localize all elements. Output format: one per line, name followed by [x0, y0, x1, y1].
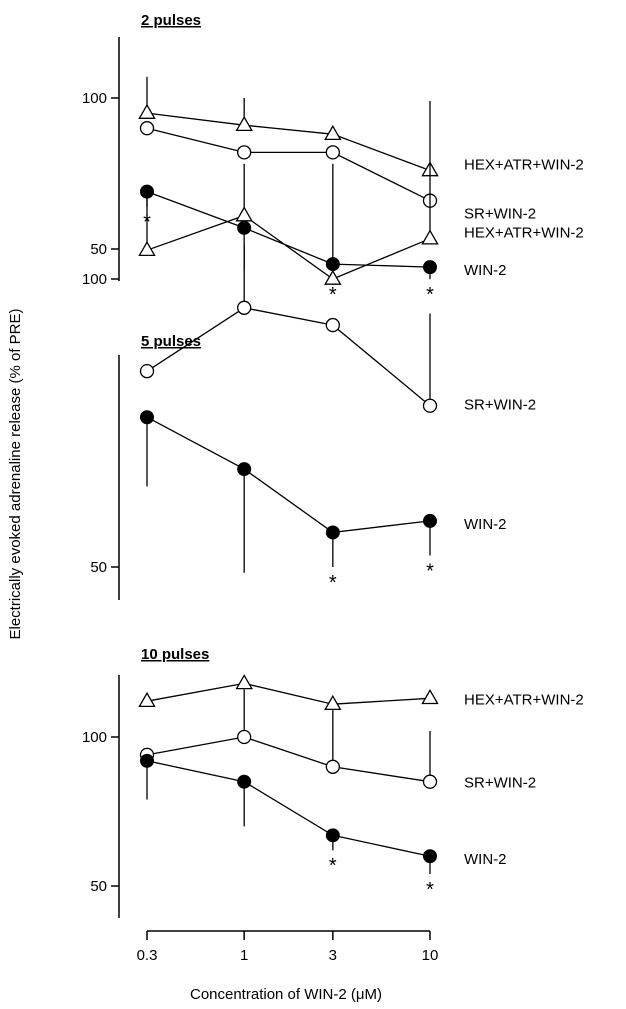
- point-sr-win-2: [325, 759, 340, 774]
- point-win-2: [423, 849, 437, 864]
- series-label: SR+WIN-2: [464, 397, 536, 414]
- y-tick-label: 50: [90, 241, 107, 258]
- series-label: SR+WIN-2: [464, 206, 536, 223]
- series-hex-atr-win-2: HEX+ATR+WIN-2: [138, 76, 584, 177]
- series-hex-atr-win-2: HEX+ATR+WIN-2: [138, 674, 584, 711]
- y-tick-label: 100: [82, 90, 107, 107]
- point-win-2: [325, 525, 340, 540]
- point-hex-atr-win-2: [324, 124, 342, 141]
- point-sr-win-2: [325, 317, 340, 333]
- point-sr-win-2: [237, 145, 252, 160]
- series-label: HEX+ATR+WIN-2: [464, 156, 584, 173]
- panel-title: 2 pulses: [141, 12, 201, 29]
- series-win-2: * * WIN-2: [140, 753, 507, 901]
- series-hex-atr-win-2: HEX+ATR+WIN-2: [138, 163, 584, 285]
- series-label: HEX+ATR+WIN-2: [464, 691, 584, 708]
- point-sr-win-2: [422, 398, 438, 413]
- significance-asterisk: *: [426, 879, 434, 901]
- point-hex-atr-win-2: [324, 269, 342, 285]
- point-sr-win-2: [325, 145, 340, 160]
- series-sr-win-2: SR+WIN-2: [139, 121, 536, 223]
- significance-asterisk: *: [426, 284, 434, 306]
- point-hex-atr-win-2: [235, 206, 253, 222]
- y-axis-label: Electrically evoked adrenaline release (…: [7, 309, 24, 640]
- series-label: WIN-2: [464, 516, 507, 533]
- point-hex-atr-win-2: [421, 688, 439, 705]
- point-win-2: [325, 828, 340, 843]
- significance-asterisk: *: [329, 284, 337, 306]
- x-tick-label: 0.3: [137, 947, 158, 964]
- point-sr-win-2: [422, 774, 438, 789]
- x-tick-label: 3: [329, 947, 337, 964]
- series-label: WIN-2: [464, 851, 507, 868]
- significance-asterisk: *: [329, 572, 337, 594]
- line-win-2: [146, 416, 431, 534]
- x-axis-label: Concentration of WIN-2 (μM): [190, 986, 382, 1003]
- line-win-2: [146, 760, 431, 857]
- series-sr-win-2: SR+WIN-2: [139, 244, 536, 414]
- series-label: HEX+ATR+WIN-2: [464, 225, 584, 242]
- line-sr-win-2: [146, 307, 431, 407]
- y-tick-label: 100: [82, 729, 107, 746]
- y-tick-label: 50: [90, 559, 107, 576]
- series-label: SR+WIN-2: [464, 775, 536, 792]
- point-win-2: [423, 513, 437, 528]
- point-win-2: [140, 410, 154, 425]
- panel-title: 10 pulses: [141, 646, 209, 663]
- y-tick-label: 50: [90, 878, 107, 895]
- point-sr-win-2: [237, 729, 252, 745]
- significance-asterisk: *: [426, 560, 434, 582]
- point-hex-atr-win-2: [324, 694, 342, 711]
- line-sr-win-2: [146, 127, 431, 202]
- point-win-2: [237, 774, 252, 789]
- point-hex-atr-win-2: [235, 674, 253, 690]
- series-sr-win-2: SR+WIN-2: [139, 689, 536, 792]
- series-label: WIN-2: [464, 262, 507, 279]
- point-sr-win-2: [139, 121, 155, 136]
- point-win-2: [237, 462, 252, 477]
- x-tick-label: 10: [422, 947, 439, 964]
- panel-3: 10 pulses 50 100 HEX+ATR+WIN-2 SR+WIN-2 * * WIN…: [82, 646, 584, 918]
- line-win-2: [146, 190, 431, 268]
- point-win-2: [423, 260, 437, 275]
- panels-group: 2 pulses 50 100 HEX+ATR+WIN-2 SR+WIN-2 * * * WIN…: [82, 12, 584, 964]
- series-win-2: * * WIN-2: [140, 410, 507, 594]
- point-win-2: [237, 220, 252, 235]
- series-win-2: ***WIN-2: [140, 184, 507, 306]
- x-axis: 0.3 1 3 10: [137, 930, 439, 964]
- point-hex-atr-win-2: [138, 240, 156, 257]
- y-tick-label: 100: [82, 271, 107, 288]
- point-hex-atr-win-2: [421, 229, 439, 245]
- point-hex-atr-win-2: [138, 691, 156, 708]
- line-hex-atr-win-2: [146, 214, 431, 280]
- significance-asterisk: *: [329, 855, 337, 877]
- point-hex-atr-win-2: [138, 103, 156, 119]
- x-tick-label: 1: [240, 947, 248, 964]
- point-win-2: [140, 753, 154, 768]
- panel-2: 5 pulses50100HEX+ATR+WIN-2SR+WIN-2**WIN-…: [82, 163, 584, 600]
- line-hex-atr-win-2: [146, 682, 431, 705]
- point-sr-win-2: [139, 364, 155, 379]
- point-sr-win-2: [237, 300, 252, 315]
- point-hex-atr-win-2: [235, 115, 253, 132]
- line-hex-atr-win-2: [146, 112, 431, 172]
- line-sr-win-2: [146, 736, 431, 783]
